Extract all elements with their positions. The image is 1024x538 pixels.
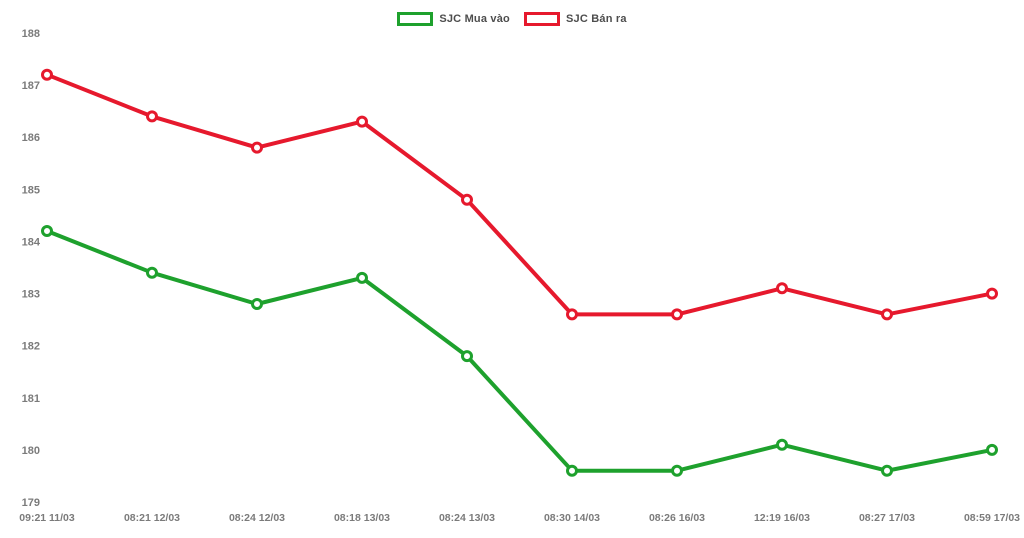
x-axis-tick-label: 08:18 13/03: [334, 512, 390, 524]
data-point-marker: [986, 287, 998, 300]
data-point-marker: [41, 68, 53, 81]
x-axis-tick-label: 08:26 16/03: [649, 512, 705, 524]
data-point-marker: [41, 225, 53, 237]
x-axis-tick-label: 12:19 16/03: [754, 512, 810, 524]
data-point-marker: [461, 350, 473, 363]
line-series-sell: [45, 72, 994, 317]
x-axis-tick-label: 08:21 12/03: [124, 512, 180, 524]
data-point-marker: [566, 308, 578, 321]
data-point-marker: [776, 438, 788, 451]
line-series-buy: [45, 229, 994, 473]
data-point-marker: [776, 282, 788, 295]
data-point-marker: [461, 193, 473, 206]
y-axis-tick-label: 184: [22, 236, 41, 248]
y-axis-tick-label: 188: [22, 28, 40, 40]
y-axis-tick-label: 179: [22, 497, 40, 509]
data-point-marker: [671, 464, 683, 477]
y-axis-tick-label: 181: [22, 393, 40, 405]
data-point-marker: [356, 271, 368, 284]
y-axis-tick-label: 180: [22, 445, 40, 457]
data-point-marker: [566, 464, 578, 477]
data-point-marker: [986, 443, 998, 456]
data-point-marker: [251, 298, 263, 310]
x-axis-tick-label: 09:21 11/03: [19, 512, 75, 524]
y-axis-tick-label: 185: [22, 184, 40, 196]
data-point-marker: [146, 266, 158, 279]
legend-label-buy: SJC Mua vào: [439, 13, 510, 25]
sell-series-swatch-icon: [523, 12, 560, 26]
y-axis-tick-label: 183: [22, 289, 40, 301]
legend-entry-sell[interactable]: SJC Bán ra: [523, 12, 627, 26]
y-axis-tick-label: 187: [22, 80, 40, 92]
chart-legend: SJC Mua vào SJC Bán ra: [0, 12, 1024, 26]
buy-series-swatch-icon: [397, 12, 434, 26]
data-point-marker: [146, 110, 158, 123]
x-axis-tick-label: 08:59 17/03: [964, 512, 1020, 524]
data-point-marker: [251, 141, 263, 154]
data-point-marker: [881, 308, 893, 321]
x-axis-tick-label: 08:24 13/03: [439, 512, 495, 524]
x-axis-tick-label: 08:24 12/03: [229, 512, 285, 524]
data-point-marker: [671, 308, 683, 321]
x-axis-tick-label: 08:27 17/03: [859, 512, 915, 524]
y-axis-tick-label: 182: [22, 341, 40, 353]
y-axis-tick-label: 186: [22, 132, 40, 144]
legend-label-sell: SJC Bán ra: [565, 13, 627, 25]
x-axis-tick-label: 08:30 14/03: [544, 512, 600, 524]
data-point-marker: [356, 115, 368, 128]
legend-entry-buy[interactable]: SJC Mua vào: [397, 12, 510, 26]
data-point-marker: [881, 464, 893, 477]
